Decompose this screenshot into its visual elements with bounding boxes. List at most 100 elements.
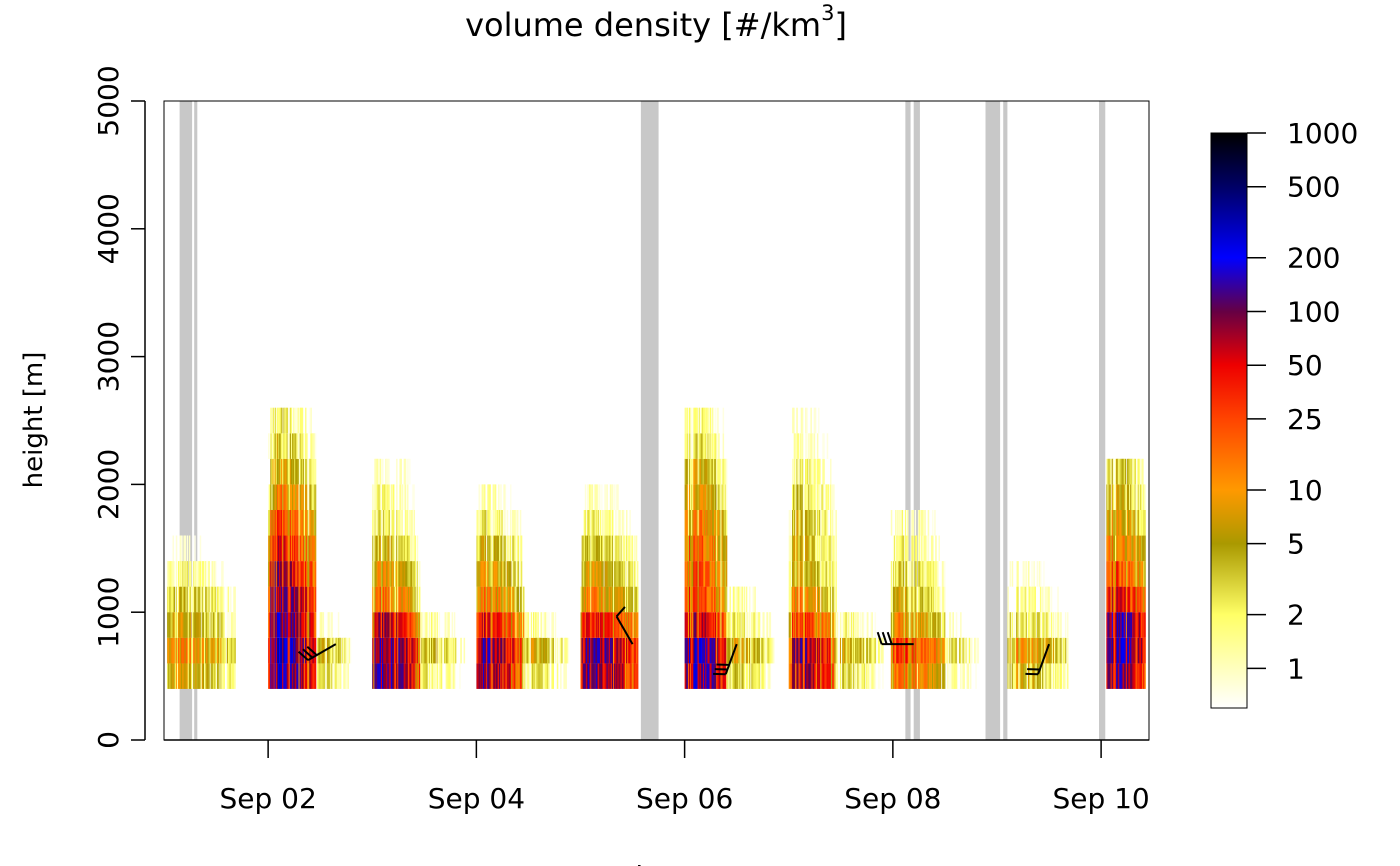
heatmap-cell	[272, 663, 274, 689]
heatmap-cell	[684, 535, 687, 562]
heatmap-cell	[695, 612, 697, 638]
heatmap-cell	[628, 561, 630, 587]
heatmap-cell	[383, 561, 385, 587]
heatmap-cell	[598, 535, 601, 562]
heatmap-cell	[297, 637, 299, 664]
no-data-band	[1099, 101, 1106, 740]
heatmap-cell	[531, 612, 534, 638]
heatmap-cell	[1031, 612, 1033, 638]
heatmap-cell	[631, 612, 633, 638]
heatmap-cell	[794, 561, 796, 587]
heatmap-cell	[915, 612, 918, 638]
heatmap-cell	[1130, 561, 1132, 587]
heatmap-cell	[705, 586, 707, 613]
heatmap-cell	[600, 586, 602, 613]
heatmap-cell	[836, 637, 839, 664]
heatmap-cell	[303, 433, 306, 459]
heatmap-cell	[813, 637, 816, 664]
colorbar-tick-label: 2	[1287, 599, 1305, 632]
heatmap-cell	[437, 637, 439, 664]
heatmap-cell	[810, 586, 812, 613]
heatmap-cell	[922, 561, 924, 587]
heatmap-cell	[919, 612, 921, 638]
heatmap-cell	[1142, 612, 1144, 638]
heatmap-cell	[399, 586, 401, 613]
heatmap-cell	[724, 586, 727, 613]
heatmap-cell	[293, 663, 295, 689]
heatmap-cell	[528, 637, 531, 664]
heatmap-cell	[491, 561, 494, 587]
heatmap-cell	[587, 612, 589, 638]
heatmap-cell	[1137, 612, 1140, 638]
heatmap-cell	[293, 637, 295, 664]
heatmap-cell	[755, 663, 757, 689]
heatmap-cell	[825, 637, 828, 664]
heatmap-cell	[510, 535, 512, 562]
heatmap-cell	[709, 637, 712, 664]
heatmap-cell	[191, 637, 193, 664]
heatmap-cell	[385, 484, 387, 510]
heatmap-cell	[280, 458, 282, 485]
heatmap-cell	[498, 535, 500, 562]
heatmap-cell	[742, 612, 744, 638]
heatmap-cell	[738, 612, 740, 638]
heatmap-cell	[692, 535, 694, 562]
heatmap-cell	[590, 663, 592, 689]
heatmap-cell	[391, 663, 394, 689]
heatmap-cell	[619, 663, 621, 689]
heatmap-cell	[685, 637, 688, 664]
heatmap-cell	[269, 663, 271, 689]
heatmap-cell	[811, 612, 813, 638]
no-data-band	[913, 101, 920, 740]
heatmap-cell	[552, 637, 554, 664]
heatmap-cell	[220, 663, 222, 689]
heatmap-cell	[1021, 586, 1023, 613]
heatmap-cell	[626, 535, 628, 562]
heatmap-cell	[376, 612, 379, 638]
heatmap-cell	[697, 612, 700, 638]
heatmap-cell	[1131, 484, 1133, 510]
heatmap-cell	[1024, 561, 1027, 587]
heatmap-cell	[943, 612, 946, 638]
heatmap-cell	[621, 535, 624, 562]
heatmap-cell	[866, 663, 868, 689]
heatmap-cell	[1137, 586, 1140, 613]
heatmap-cell	[407, 612, 409, 638]
heatmap-cell	[429, 637, 432, 664]
heatmap-cell	[380, 637, 383, 664]
heatmap-cell	[1129, 612, 1131, 638]
heatmap-cell	[1117, 535, 1119, 562]
heatmap-cell	[285, 458, 287, 485]
heatmap-cell	[1024, 612, 1027, 638]
heatmap-cell	[540, 637, 543, 664]
heatmap-cell	[378, 484, 381, 510]
heatmap-cell	[891, 663, 894, 689]
heatmap-cell	[719, 561, 721, 587]
heatmap-cell	[866, 612, 868, 638]
heatmap-cell	[807, 535, 809, 562]
heatmap-cell	[1063, 663, 1066, 689]
heatmap-cell	[686, 663, 689, 689]
heatmap-cell	[959, 637, 961, 664]
heatmap-cell	[722, 637, 725, 664]
heatmap-cell	[908, 561, 910, 587]
heatmap-cell	[710, 484, 713, 510]
heatmap-cell	[709, 612, 712, 638]
heatmap-cell	[927, 561, 930, 587]
heatmap-cell	[386, 510, 388, 536]
heatmap-cell	[1129, 535, 1131, 562]
heatmap-cell	[611, 561, 614, 587]
heatmap-cell	[302, 663, 305, 689]
heatmap-cell	[933, 561, 935, 587]
heatmap-cell	[212, 612, 215, 638]
heatmap-cell	[598, 663, 601, 689]
heatmap-cell	[693, 535, 695, 562]
heatmap-cell	[694, 510, 696, 536]
heatmap-cell	[615, 612, 617, 638]
heatmap-cell	[718, 484, 720, 510]
heatmap-cell	[1022, 561, 1025, 587]
heatmap-cell	[498, 612, 500, 638]
heatmap-cell	[1142, 663, 1144, 689]
heatmap-cell	[801, 433, 804, 459]
heatmap-cell	[809, 561, 811, 587]
